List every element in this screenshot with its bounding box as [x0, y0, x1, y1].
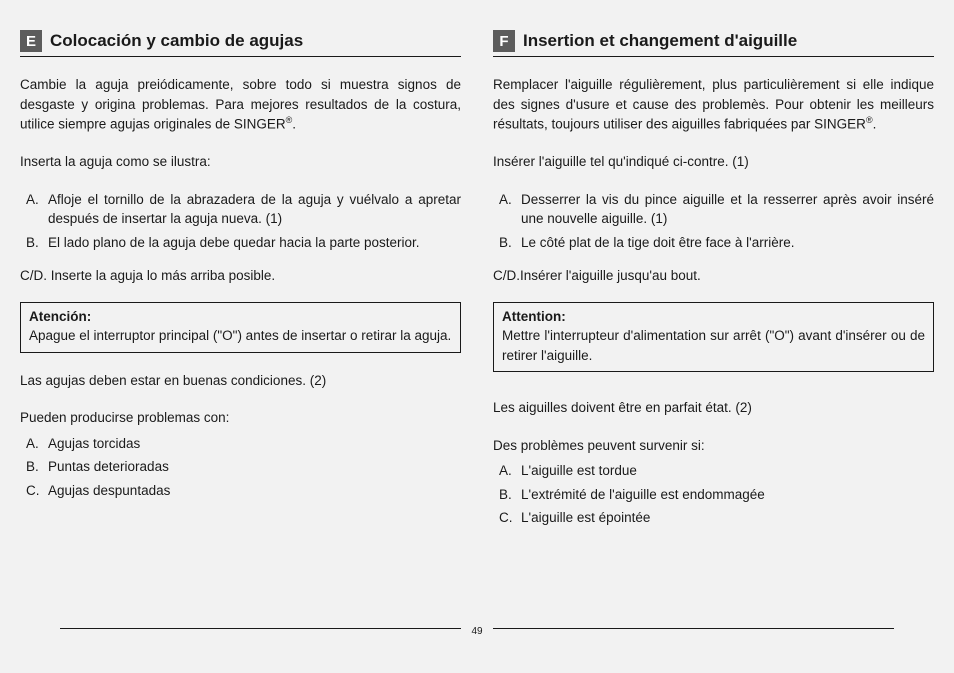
list-item: C. L'aiguille est épointée	[493, 508, 934, 528]
cd-label: C/D.	[493, 268, 520, 283]
intro-text-es: Cambie la aguja preiódicamente, sobre to…	[20, 77, 461, 132]
step-label: B.	[20, 233, 48, 253]
problem-text: L'extrémité de l'aiguille est endommagée	[521, 485, 934, 505]
list-item: A. Agujas torcidas	[20, 434, 461, 454]
language-badge-fr: F	[493, 30, 515, 52]
problem-label: C.	[20, 481, 48, 501]
problems-list-fr: A. L'aiguille est tordue B. L'extrémité …	[493, 461, 934, 528]
step-text: El lado plano de la aguja debe quedar ha…	[48, 233, 461, 253]
cd-text: Insérer l'aiguille jusqu'au bout.	[520, 268, 701, 283]
list-item: A. L'aiguille est tordue	[493, 461, 934, 481]
problem-text: Puntas deterioradas	[48, 457, 461, 477]
intro-suffix-es: .	[292, 117, 296, 132]
problem-text: Agujas despuntadas	[48, 481, 461, 501]
warning-title-fr: Attention:	[502, 309, 925, 324]
warning-title-es: Atención:	[29, 309, 452, 324]
intro-paragraph-es: Cambie la aguja preiódicamente, sobre to…	[20, 75, 461, 134]
problem-label: A.	[493, 461, 521, 481]
steps-list-es: A. Afloje el tornillo de la abrazadera d…	[20, 190, 461, 253]
problem-text: Agujas torcidas	[48, 434, 461, 454]
problems-intro-fr: Des problèmes peuvent survenir si:	[493, 436, 934, 456]
problem-text: L'aiguille est tordue	[521, 461, 934, 481]
heading-row-es: E Colocación y cambio de agujas	[20, 30, 461, 57]
section-title-fr: Insertion et changement d'aiguille	[523, 31, 797, 51]
list-item: C. Agujas despuntadas	[20, 481, 461, 501]
step-label: A.	[20, 190, 48, 229]
intro-paragraph-fr: Remplacer l'aiguille régulièrement, plus…	[493, 75, 934, 134]
spacer	[493, 390, 934, 398]
list-item: A. Desserrer la vis du pince aiguille et…	[493, 190, 934, 229]
cd-label: C/D.	[20, 268, 47, 283]
problems-intro-es: Pueden producirse problemas con:	[20, 408, 461, 428]
warning-box-fr: Attention: Mettre l'interrupteur d'alime…	[493, 302, 934, 372]
problem-text: L'aiguille est épointée	[521, 508, 934, 528]
warning-box-es: Atención: Apague el interruptor principa…	[20, 302, 461, 353]
page-number: 49	[461, 626, 492, 637]
page-body: E Colocación y cambio de agujas Cambie l…	[20, 30, 934, 542]
list-item: B. Le côté plat de la tige doit être fac…	[493, 233, 934, 253]
problem-label: C.	[493, 508, 521, 528]
warning-text-es: Apague el interruptor principal ("O") an…	[29, 326, 452, 346]
list-item: A. Afloje el tornillo de la abrazadera d…	[20, 190, 461, 229]
heading-row-fr: F Insertion et changement d'aiguille	[493, 30, 934, 57]
warning-text-fr: Mettre l'interrupteur d'alimentation sur…	[502, 326, 925, 365]
step-label: A.	[493, 190, 521, 229]
section-title-es: Colocación y cambio de agujas	[50, 31, 303, 51]
problem-label: B.	[20, 457, 48, 477]
cd-text: Inserte la aguja lo más arriba posible.	[47, 268, 275, 283]
registered-mark-icon: ®	[866, 115, 873, 125]
step-text: Le côté plat de la tige doit être face à…	[521, 233, 934, 253]
page-footer: 49	[60, 628, 894, 647]
step-cd-es: C/D. Inserte la aguja lo más arriba posi…	[20, 266, 461, 286]
column-french: F Insertion et changement d'aiguille Rem…	[493, 30, 934, 542]
condition-line-fr: Les aiguilles doivent être en parfait ét…	[493, 398, 934, 418]
step-text: Afloje el tornillo de la abrazadera de l…	[48, 190, 461, 229]
steps-list-fr: A. Desserrer la vis du pince aiguille et…	[493, 190, 934, 253]
list-item: B. El lado plano de la aguja debe quedar…	[20, 233, 461, 253]
insert-line-es: Inserta la aguja como se ilustra:	[20, 152, 461, 172]
intro-suffix-fr: .	[873, 117, 877, 132]
condition-line-es: Las agujas deben estar en buenas condici…	[20, 371, 461, 391]
list-item: B. L'extrémité de l'aiguille est endomma…	[493, 485, 934, 505]
insert-line-fr: Insérer l'aiguille tel qu'indiqué ci-con…	[493, 152, 934, 172]
language-badge-es: E	[20, 30, 42, 52]
problem-label: A.	[20, 434, 48, 454]
column-spanish: E Colocación y cambio de agujas Cambie l…	[20, 30, 461, 542]
list-item: B. Puntas deterioradas	[20, 457, 461, 477]
step-cd-fr: C/D.Insérer l'aiguille jusqu'au bout.	[493, 266, 934, 286]
step-label: B.	[493, 233, 521, 253]
problems-list-es: A. Agujas torcidas B. Puntas deteriorada…	[20, 434, 461, 501]
step-text: Desserrer la vis du pince aiguille et la…	[521, 190, 934, 229]
problem-label: B.	[493, 485, 521, 505]
